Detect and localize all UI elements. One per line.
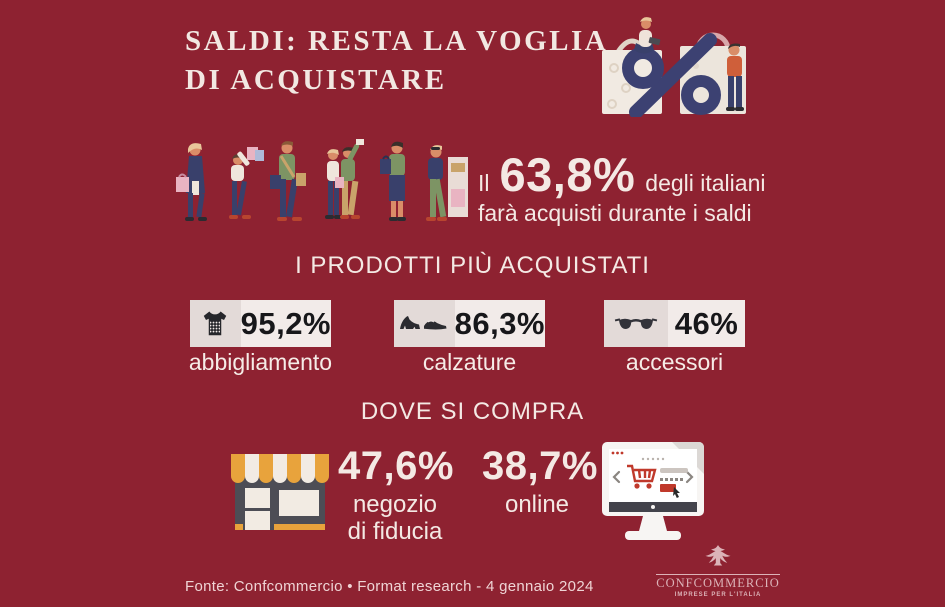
hero-stat-value: 63,8% [499, 148, 636, 201]
product-card-calzature: 86,3% [394, 300, 545, 347]
page-title-line2: DI ACQUISTARE [185, 64, 447, 96]
hero-stat: Il 63,8% degli italiani farà acquisti du… [478, 150, 778, 227]
product-card-abbigliamento: 95,2% [190, 300, 331, 347]
shoppers-with-bags-illustration [175, 133, 470, 241]
product-value-abbigliamento: 95,2% [240, 305, 331, 341]
percent-shopping-bags-illustration [600, 10, 752, 122]
confcommercio-logo: CONFCOMMERCIO IMPRESE PER L'ITALIA [656, 544, 780, 598]
online-stat-value: 38,7% [482, 444, 598, 488]
product-value-calzature: 86,3% [454, 305, 545, 341]
logo-wordmark: CONFCOMMERCIO [656, 574, 780, 590]
hero-stat-suffix: degli italiani [645, 170, 766, 196]
product-label-accessori: accessori [625, 349, 724, 375]
sunglasses-icon [604, 300, 668, 347]
products-heading: I PRODOTTI PIÙ ACQUISTATI [295, 252, 650, 279]
online-stat-label: online [504, 491, 570, 518]
page-title: SALDI: RESTA LA VOGLIA DI ACQUISTARE [185, 22, 608, 100]
tshirt-icon [190, 300, 241, 347]
store-stat-label-line1: negozio [352, 491, 438, 518]
source-note: Fonte: Confcommercio • Format research -… [185, 578, 594, 595]
product-value-accessori: 46% [674, 305, 739, 341]
product-label-calzature: calzature [422, 349, 517, 375]
hero-stat-prefix: Il [478, 170, 490, 196]
logo-tagline: IMPRESE PER L'ITALIA [674, 592, 762, 598]
product-label-abbigliamento: abbigliamento [188, 349, 333, 375]
shoes-icon [394, 300, 455, 347]
store-stat: 47,6% negozio di fiducia [338, 444, 454, 545]
product-card-accessori: 46% [604, 300, 745, 347]
storefront-icon [228, 444, 332, 541]
monitor-ecommerce-icon [598, 440, 708, 549]
store-stat-label-line2: di fiducia [347, 518, 443, 545]
online-stat: 38,7% online [482, 444, 598, 518]
where-heading: DOVE SI COMPRA [360, 398, 585, 425]
eagle-icon [705, 545, 731, 566]
page-title-line1: SALDI: RESTA LA VOGLIA [185, 25, 609, 57]
store-stat-value: 47,6% [338, 444, 454, 488]
hero-stat-line2: farà acquisti durante i saldi [478, 200, 752, 226]
